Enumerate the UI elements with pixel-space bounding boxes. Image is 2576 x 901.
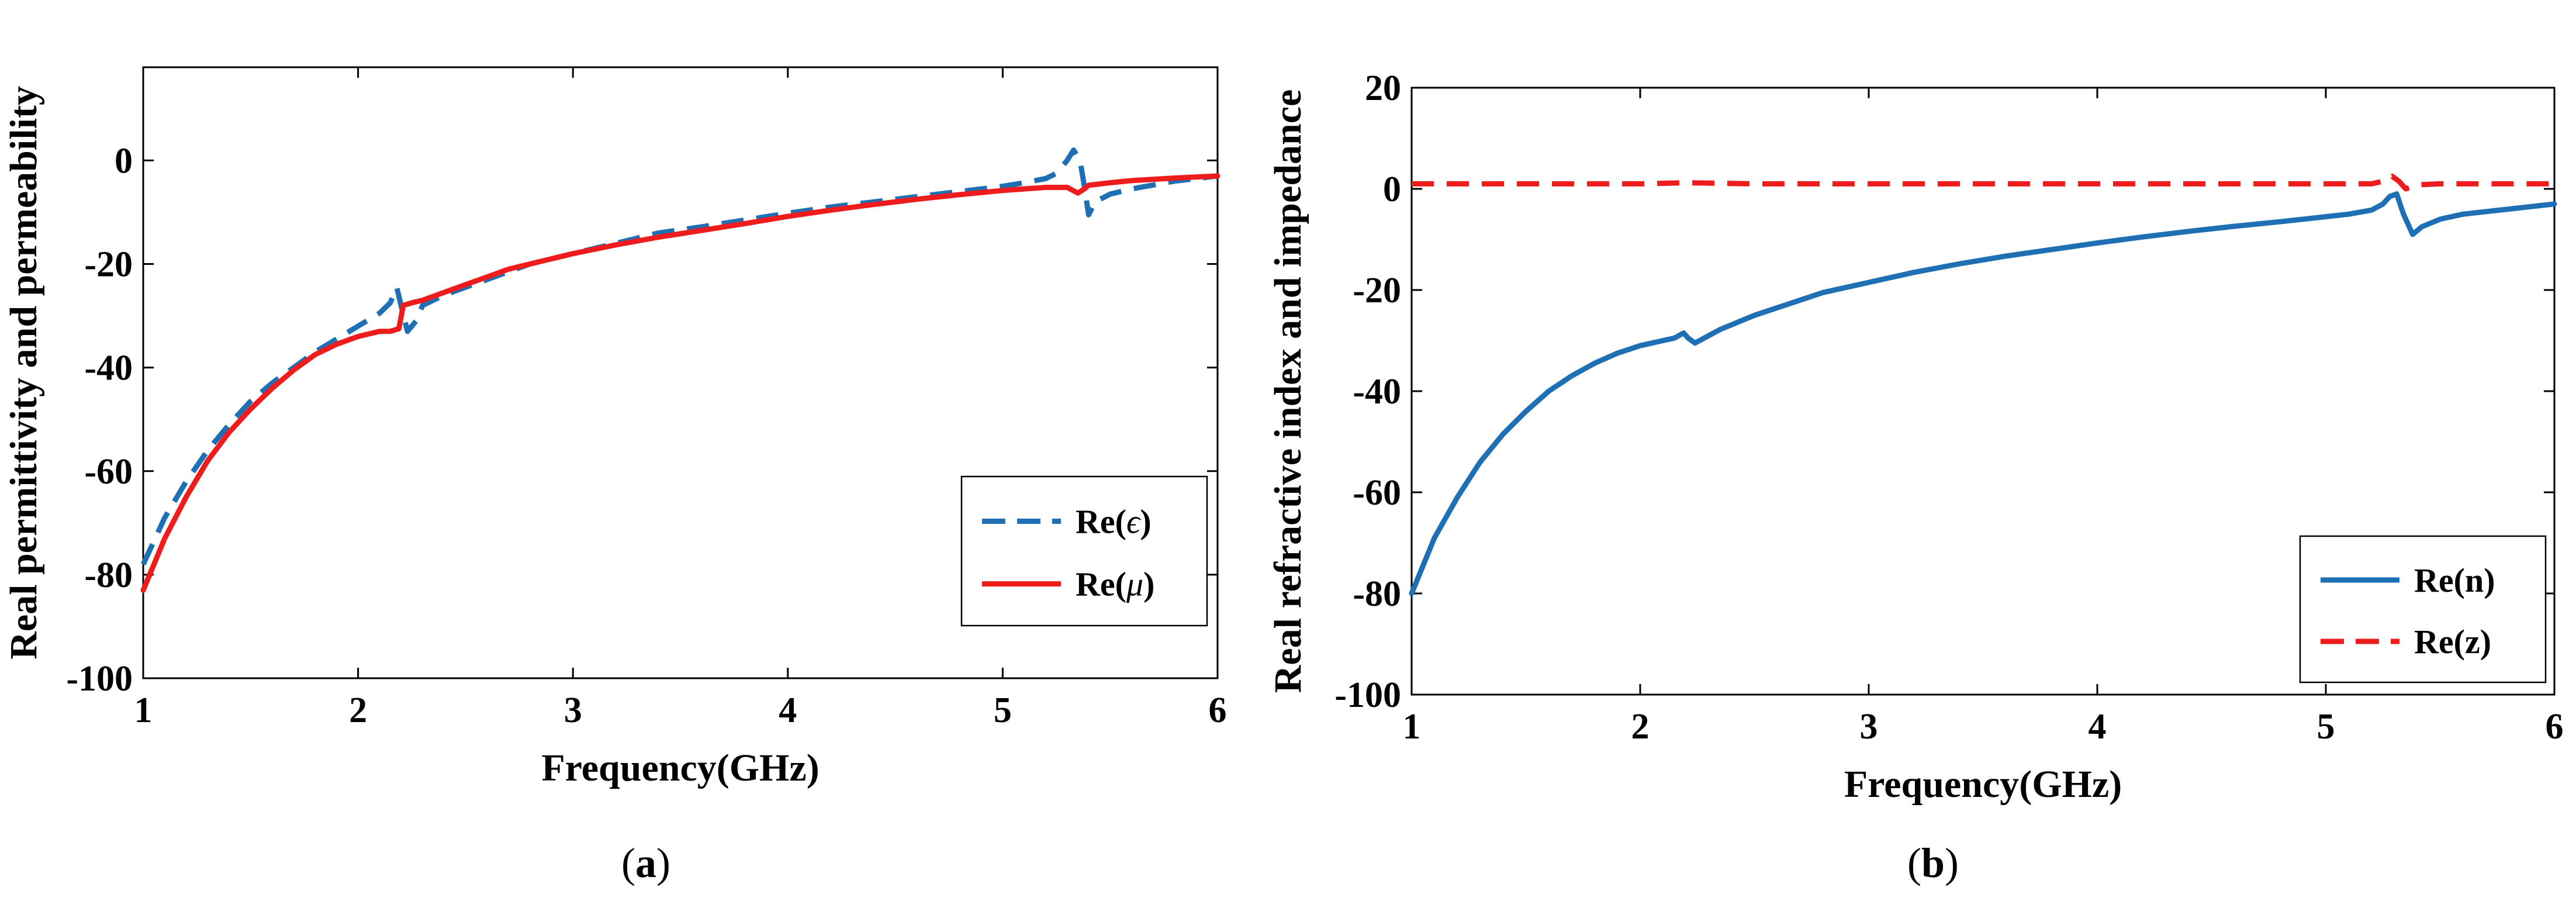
x-tick-label: 2	[349, 691, 367, 730]
legend: Re(n) Re(z)	[2299, 535, 2547, 683]
y-tick-label: -80	[1353, 574, 1401, 614]
legend: Re(ϵ) Re(μ)	[960, 475, 1208, 627]
x-tick-label: 3	[1860, 707, 1878, 747]
x-tick-label: 3	[564, 691, 582, 730]
y-tick-label: -40	[84, 348, 133, 388]
legend-entry: Re(μ)	[1076, 565, 1154, 603]
legend-entry: Re(n)	[2414, 561, 2495, 599]
x-tick-label: 6	[2546, 707, 2564, 747]
x-tick-label: 1	[1403, 707, 1421, 747]
y-tick-label: -60	[84, 452, 133, 492]
series-line-z	[1412, 173, 2554, 192]
x-tick-label: 1	[134, 691, 153, 730]
x-tick-label: 4	[2089, 707, 2107, 747]
y-tick-label: -100	[1334, 675, 1401, 715]
x-axis-title: Frequency(GHz)	[1844, 763, 2122, 806]
x-tick-label: 5	[2317, 707, 2335, 747]
x-tick-label: 6	[1209, 691, 1227, 730]
series-line-ϵ	[140, 147, 1218, 566]
x-axis-title: Frequency(GHz)	[541, 747, 819, 789]
y-tick-label: 0	[115, 141, 133, 181]
y-tick-label: -60	[1353, 473, 1401, 513]
x-tick-label: 5	[994, 691, 1012, 730]
legend-entry: Re(z)	[2414, 623, 2491, 661]
chart-b: 1 2 3 4 5 6 -100 -80 -60 -40 -20 0 20 Frequency(GHz) R…	[1267, 68, 2564, 806]
caption-b: (b)	[1907, 840, 1959, 886]
plot-area-frame	[142, 66, 1219, 679]
x-tick-label: 2	[1631, 707, 1650, 747]
caption-a: (a)	[621, 840, 670, 886]
y-tick-label: -80	[84, 555, 133, 595]
legend-entry: Re(ϵ)	[1076, 503, 1152, 541]
chart-a: 1 2 3 4 5 6 -100 -80 -60 -40 -20 0 Frequency(GHz) Rea…	[2, 66, 1227, 789]
y-tick-label: 20	[1365, 68, 1401, 108]
series-line-n	[1409, 191, 2557, 596]
y-axis-title: Real refractive index and impedance	[1267, 89, 1309, 693]
y-tick-label: -20	[1353, 271, 1401, 310]
legend-box	[2299, 535, 2547, 683]
series-line-μ	[140, 173, 1220, 593]
y-tick-label: -20	[84, 245, 133, 285]
y-tick-label: -40	[1353, 372, 1401, 412]
y-tick-label: -100	[66, 659, 133, 699]
x-tick-label: 4	[779, 691, 797, 730]
y-tick-label: 0	[1383, 170, 1401, 209]
legend-box	[960, 475, 1208, 627]
y-axis-title: Real permittivity and permeability	[2, 86, 45, 660]
